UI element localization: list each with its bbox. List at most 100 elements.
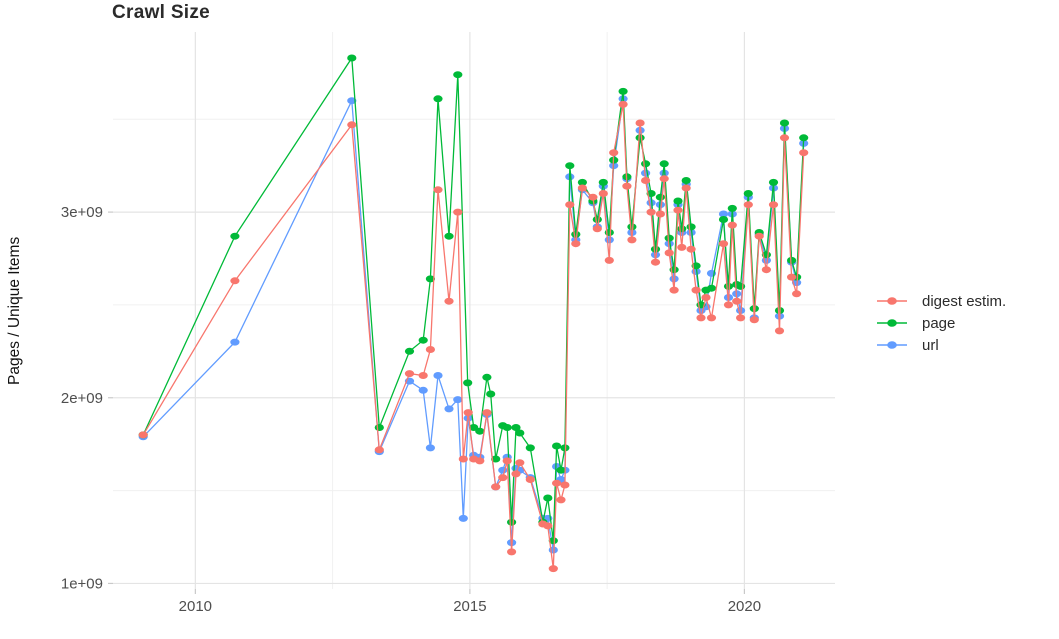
data-point-page — [491, 455, 501, 463]
data-point-digest-estim- — [774, 327, 785, 335]
data-point-page — [552, 442, 562, 450]
data-point-digest-estim- — [761, 266, 772, 274]
data-point-digest-estim- — [686, 245, 696, 253]
series-line-digest-estim- — [142, 104, 805, 569]
data-point-page — [347, 54, 357, 62]
data-point-digest-estim- — [718, 240, 729, 248]
series-line-url — [142, 98, 805, 551]
data-point-page — [230, 232, 240, 240]
data-point-digest-estim- — [743, 201, 753, 209]
data-point-digest-estim- — [433, 186, 443, 194]
x-tick-label: 2010 — [179, 598, 212, 615]
data-point-digest-estim- — [732, 297, 742, 305]
data-point-digest-estim- — [641, 177, 651, 184]
data-point-url — [453, 396, 463, 404]
legend-item-url: url — [877, 334, 1006, 356]
data-point-page — [556, 466, 566, 474]
data-point-url — [686, 229, 696, 236]
data-point-digest-estim- — [677, 243, 687, 251]
y-tick-label: 3e+09 — [61, 204, 103, 221]
data-point-page — [686, 223, 696, 231]
data-point-page — [453, 71, 463, 79]
data-point-digest-estim- — [138, 431, 148, 439]
data-point-page — [571, 230, 581, 238]
data-point-page — [799, 134, 809, 142]
data-point-digest-estim- — [681, 184, 691, 192]
data-point-digest-estim- — [552, 479, 562, 487]
data-point-page — [677, 225, 687, 233]
data-point-digest-estim- — [475, 457, 485, 465]
data-point-digest-estim- — [659, 175, 669, 183]
data-point-digest-estim- — [779, 134, 790, 142]
data-point-digest-estim- — [548, 565, 558, 573]
legend-key-icon — [877, 341, 907, 349]
data-point-digest-estim- — [511, 470, 521, 478]
data-point-digest-estim- — [650, 258, 661, 266]
data-point-page — [433, 95, 443, 103]
data-point-page — [374, 424, 384, 431]
data-point-page — [486, 390, 496, 398]
y-tick-label: 1e+09 — [61, 575, 103, 592]
x-tick-label: 2020 — [728, 598, 761, 615]
data-point-digest-estim- — [655, 210, 666, 218]
data-point-page — [673, 197, 683, 205]
data-point-digest-estim- — [701, 294, 711, 301]
data-point-digest-estim- — [598, 190, 608, 197]
data-point-digest-estim- — [560, 481, 570, 489]
data-point-digest-estim- — [635, 119, 645, 127]
data-point-page — [779, 119, 790, 127]
data-point-page — [641, 160, 651, 168]
data-point-digest-estim- — [691, 286, 701, 294]
data-point-page — [548, 537, 558, 545]
data-point-digest-estim- — [604, 256, 614, 264]
data-point-page — [404, 347, 415, 355]
data-point-digest-estim- — [696, 314, 706, 322]
data-point-page — [482, 373, 492, 381]
data-point-page — [543, 494, 553, 502]
data-point-digest-estim- — [727, 221, 737, 229]
legend: digest estim. page url — [877, 290, 1006, 356]
data-point-digest-estim- — [792, 290, 802, 298]
legend-label: page — [922, 314, 956, 332]
data-point-page — [650, 245, 661, 253]
data-point-url — [230, 338, 240, 346]
data-point-digest-estim- — [736, 314, 746, 322]
data-point-url — [458, 514, 468, 522]
data-point-page — [502, 424, 512, 431]
data-point-page — [618, 87, 628, 95]
data-point-digest-estim- — [664, 249, 674, 257]
data-point-page — [425, 275, 435, 283]
data-point-digest-estim- — [491, 483, 501, 491]
data-point-digest-estim- — [669, 286, 679, 294]
data-point-page — [723, 282, 734, 290]
data-point-url — [718, 210, 729, 218]
data-point-url — [604, 236, 614, 244]
data-point-page — [727, 204, 737, 212]
data-point-page — [736, 282, 746, 290]
data-point-page — [444, 232, 454, 240]
data-point-page — [418, 336, 428, 344]
data-point-digest-estim- — [425, 346, 435, 353]
data-point-digest-estim- — [444, 297, 454, 305]
data-point-digest-estim- — [618, 100, 628, 108]
data-point-digest-estim- — [627, 236, 637, 244]
data-point-digest-estim- — [404, 370, 415, 378]
data-point-page — [664, 234, 674, 242]
data-point-digest-estim- — [646, 208, 656, 216]
data-point-digest-estim- — [347, 121, 357, 129]
data-point-digest-estim- — [230, 277, 240, 285]
data-point-digest-estim- — [754, 232, 764, 240]
data-point-page — [718, 216, 729, 223]
data-point-page — [525, 444, 535, 452]
legend-key-icon — [877, 319, 907, 327]
data-point-digest-estim- — [498, 474, 508, 482]
chart-title: Crawl Size — [112, 2, 211, 23]
data-point-digest-estim- — [515, 459, 525, 467]
data-point-digest-estim- — [458, 455, 468, 463]
data-point-page — [681, 177, 691, 184]
data-point-url — [425, 444, 435, 452]
data-point-page — [706, 284, 717, 292]
data-point-digest-estim- — [453, 208, 463, 216]
data-point-page — [659, 160, 669, 168]
